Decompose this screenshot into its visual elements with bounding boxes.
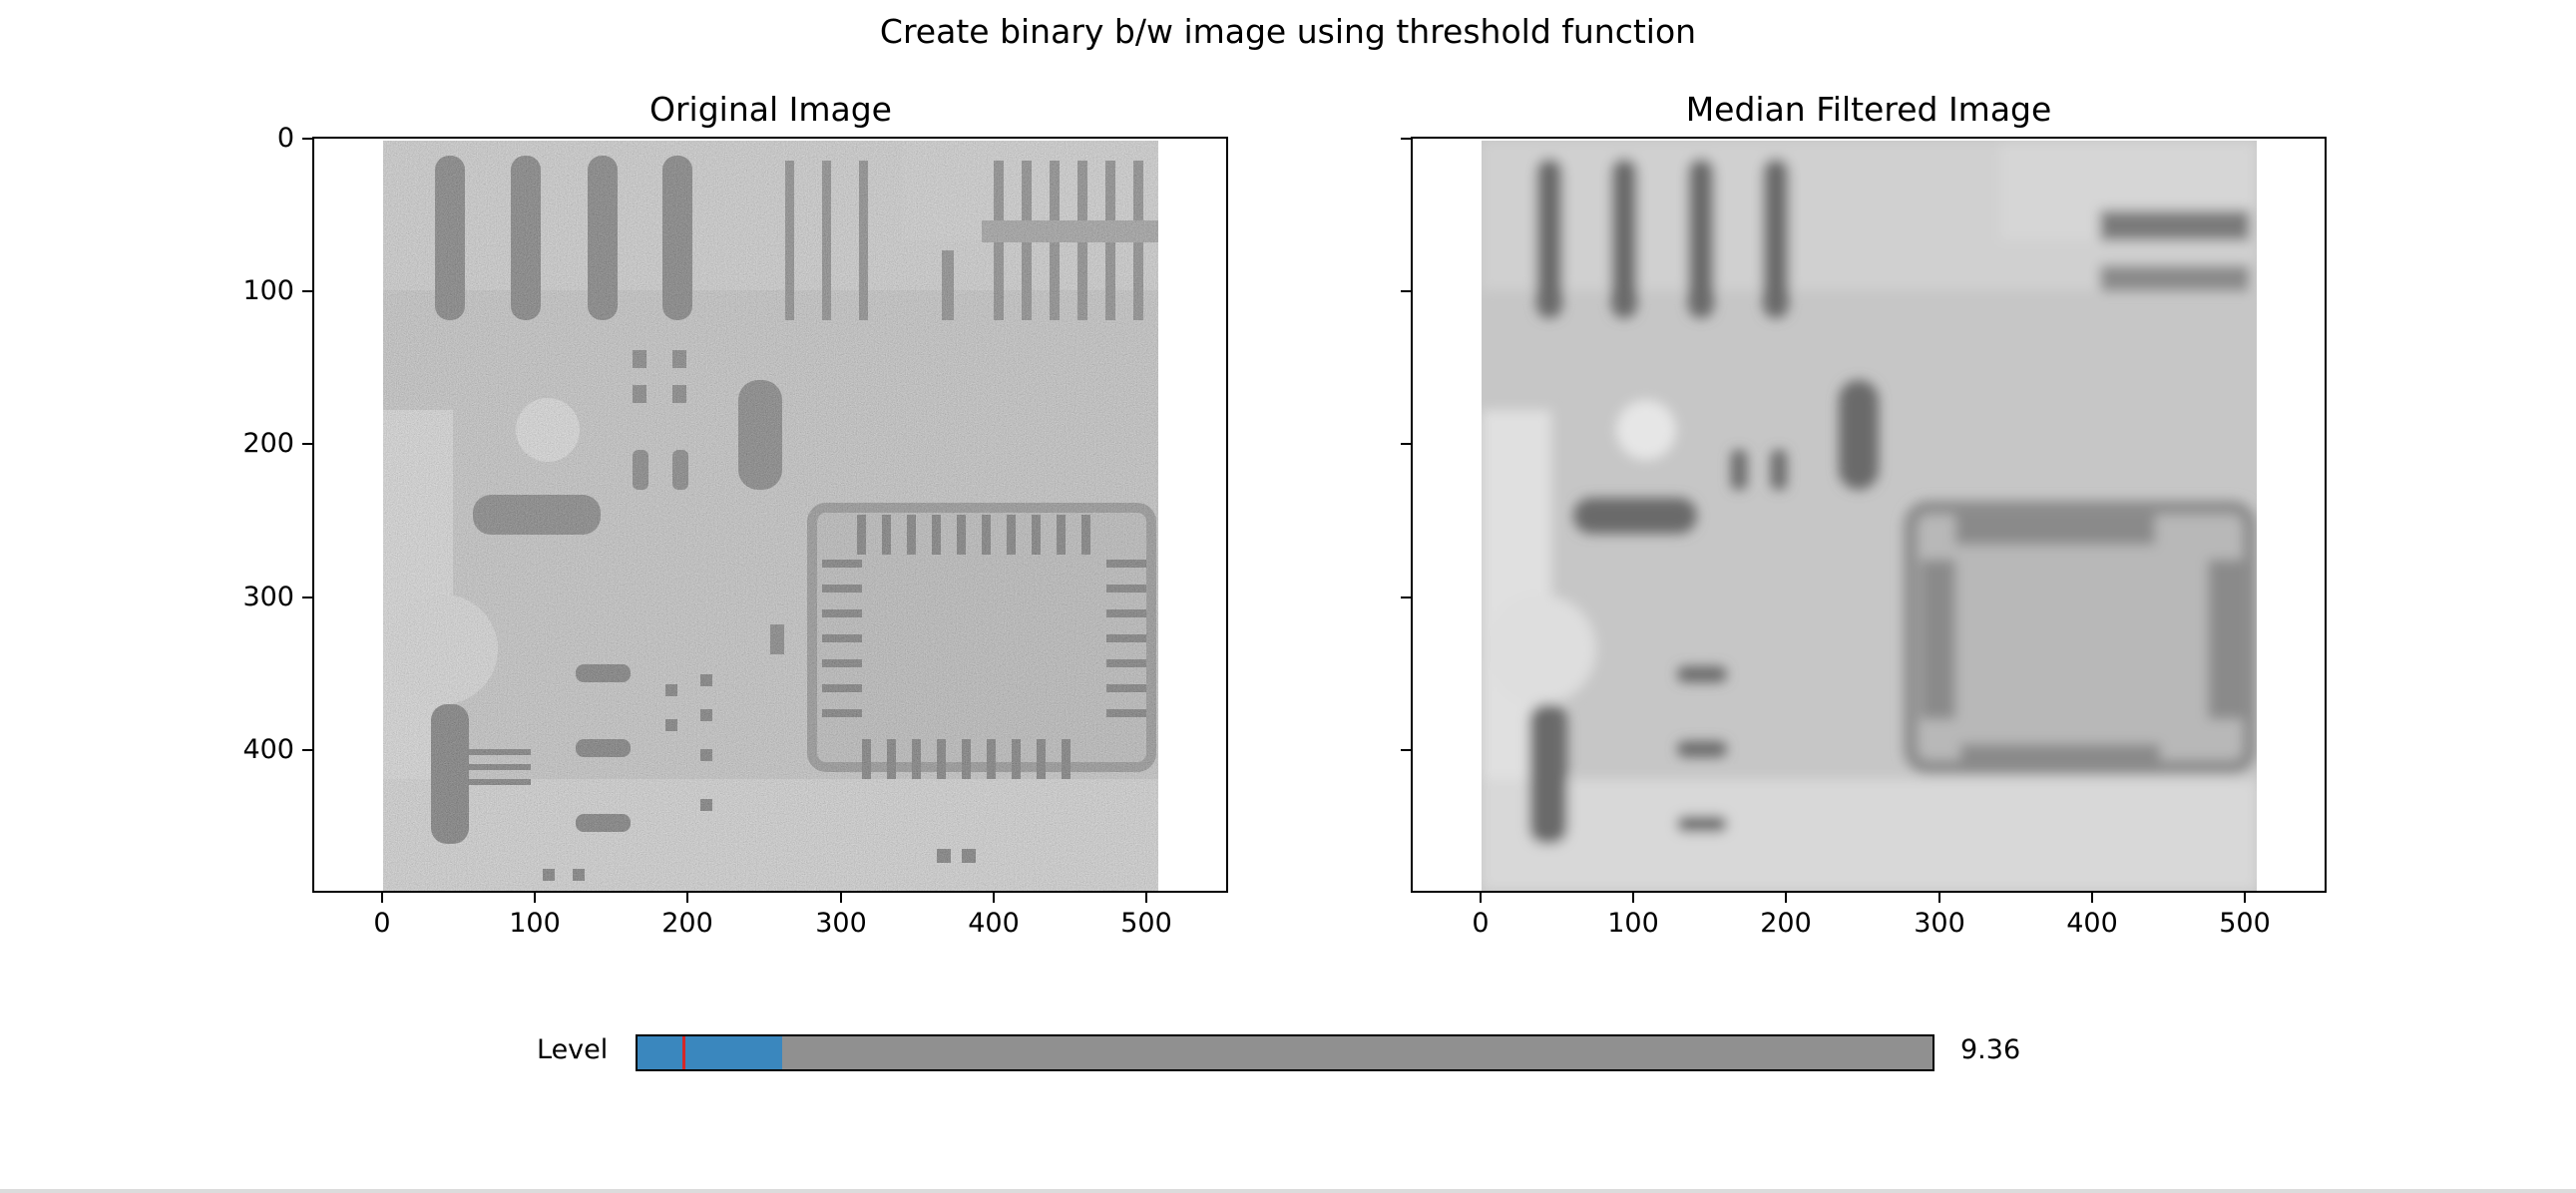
y-tick-label: 400 (242, 734, 294, 765)
window-bottom-edge (0, 1189, 2576, 1193)
y-tick-mark (1401, 596, 1411, 598)
figure-title: Create binary b/w image using threshold … (879, 12, 1697, 51)
slider-value: 9.36 (1960, 1034, 2021, 1065)
slider-fill[interactable] (638, 1036, 783, 1069)
x-tick-mark (1938, 893, 1940, 903)
x-tick-mark (2244, 893, 2246, 903)
x-tick-label: 500 (1120, 908, 1172, 939)
x-tick-label: 200 (1760, 908, 1812, 939)
x-tick-mark (534, 893, 536, 903)
x-tick-mark (686, 893, 688, 903)
x-tick-mark (1632, 893, 1634, 903)
y-tick-label: 0 (276, 123, 294, 154)
y-tick-mark (302, 290, 312, 292)
x-tick-mark (1785, 893, 1787, 903)
x-tick-label: 100 (1607, 908, 1659, 939)
level-slider[interactable] (636, 1034, 1934, 1071)
x-tick-label: 300 (1914, 908, 1965, 939)
y-tick-mark (1401, 749, 1411, 751)
y-tick-mark (302, 749, 312, 751)
y-tick-mark (302, 138, 312, 140)
original-image-axes[interactable] (312, 137, 1228, 893)
x-tick-mark (2091, 893, 2093, 903)
x-tick-mark (840, 893, 842, 903)
original-image-title: Original Image (649, 90, 892, 129)
median-filtered-image-axes[interactable] (1411, 137, 2327, 893)
y-tick-mark (302, 443, 312, 445)
slider-initial-value-marker (682, 1036, 686, 1069)
x-tick-label: 100 (509, 908, 561, 939)
x-tick-mark (993, 893, 995, 903)
x-tick-mark (381, 893, 383, 903)
x-tick-label: 0 (1472, 908, 1490, 939)
x-tick-label: 500 (2219, 908, 2271, 939)
x-tick-label: 400 (2066, 908, 2118, 939)
y-tick-label: 100 (242, 275, 294, 306)
y-tick-mark (302, 596, 312, 598)
x-tick-mark (1480, 893, 1482, 903)
slider-label: Level (537, 1034, 609, 1065)
y-tick-mark (1401, 290, 1411, 292)
x-tick-label: 300 (815, 908, 867, 939)
x-tick-label: 0 (373, 908, 391, 939)
y-tick-mark (1401, 138, 1411, 140)
median-filtered-image-title: Median Filtered Image (1685, 90, 2052, 129)
original-image (383, 141, 1158, 891)
y-tick-mark (1401, 443, 1411, 445)
y-tick-label: 200 (242, 428, 294, 459)
median-filtered-image (1482, 141, 2257, 891)
x-tick-label: 200 (661, 908, 713, 939)
x-tick-label: 400 (968, 908, 1020, 939)
y-tick-label: 300 (242, 582, 294, 612)
x-tick-mark (1145, 893, 1147, 903)
